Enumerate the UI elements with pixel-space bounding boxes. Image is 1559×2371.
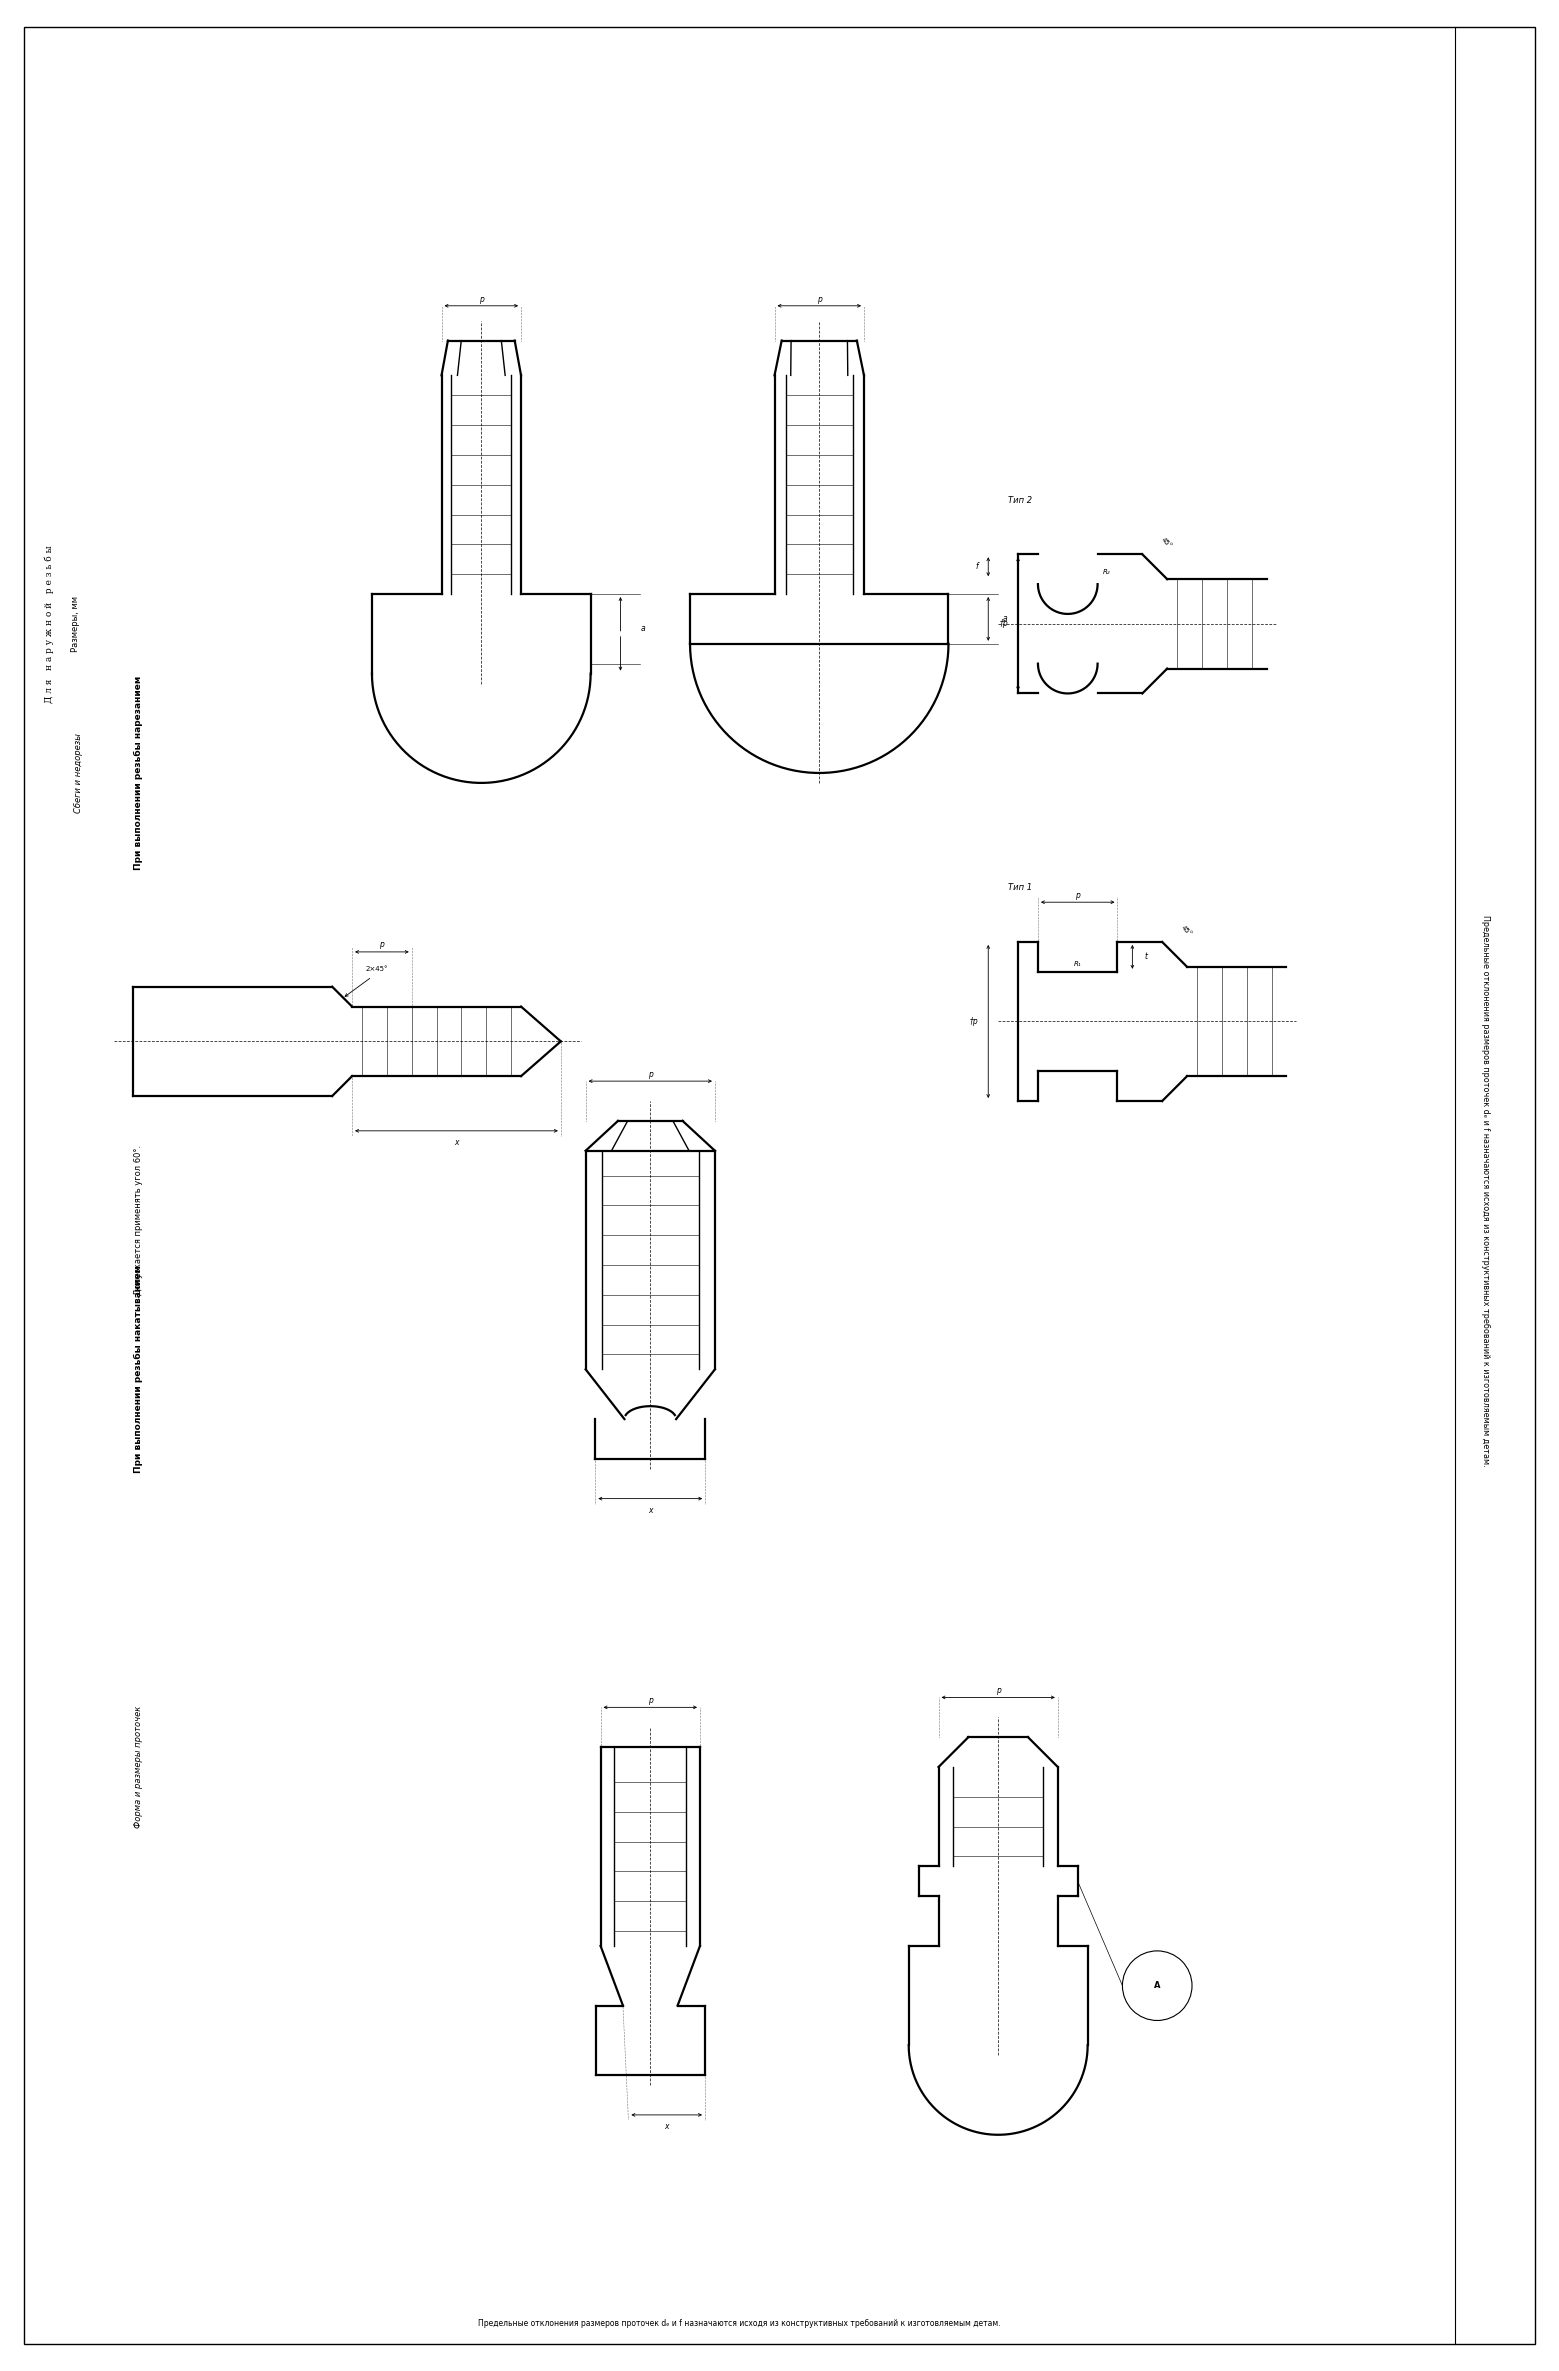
Text: R₁: R₁ [1074, 960, 1082, 967]
Text: p: p [649, 1695, 653, 1705]
Text: f: f [976, 562, 979, 571]
Text: x: x [664, 2122, 669, 2132]
Text: Д л я   н а р у ж н о й   р е з ь б ы: Д л я н а р у ж н о й р е з ь б ы [44, 545, 53, 702]
Text: Сбеги и недорезы: Сбеги и недорезы [75, 733, 83, 813]
Text: При выполнении резьбы нарезанием: При выполнении резьбы нарезанием [134, 676, 143, 870]
Text: 2×45°: 2×45° [366, 965, 388, 972]
Text: R₂: R₂ [1102, 569, 1110, 576]
Text: p: p [479, 296, 483, 303]
Text: x: x [649, 1506, 653, 1515]
Text: a: a [641, 624, 645, 633]
Text: Форма и размеры проточек: Форма и размеры проточек [134, 1705, 143, 1828]
Text: p: p [649, 1069, 653, 1079]
Text: †p: †p [999, 619, 1009, 628]
Text: p: p [817, 296, 822, 303]
Text: a: a [1002, 614, 1007, 624]
Text: Размеры, мм: Размеры, мм [72, 595, 80, 652]
Text: При выполнении резьбы накатыванием: При выполнении резьбы накатыванием [134, 1266, 143, 1472]
Text: Тип 2: Тип 2 [1009, 496, 1032, 505]
Text: p: p [996, 1686, 1001, 1695]
Text: 45°: 45° [1180, 925, 1193, 937]
Text: †p: †p [970, 1017, 979, 1027]
Text: A: A [1154, 1982, 1160, 1989]
Text: Допускается применять угол 60°.: Допускается применять угол 60°. [134, 1145, 143, 1295]
Text: p: p [1076, 891, 1080, 899]
Text: Предельные отклонения размеров проточек dₑ и f назначаются исходя из конструктив: Предельные отклонения размеров проточек … [479, 2319, 1001, 2328]
Text: Предельные отклонения размеров проточек dₑ и f назначаются исходя из конструктив: Предельные отклонения размеров проточек … [1481, 915, 1490, 1465]
Text: p: p [379, 941, 385, 948]
Text: 45°: 45° [1160, 536, 1172, 550]
Text: x: x [454, 1138, 458, 1148]
Text: t: t [1144, 953, 1147, 960]
Text: Тип 1: Тип 1 [1009, 884, 1032, 891]
